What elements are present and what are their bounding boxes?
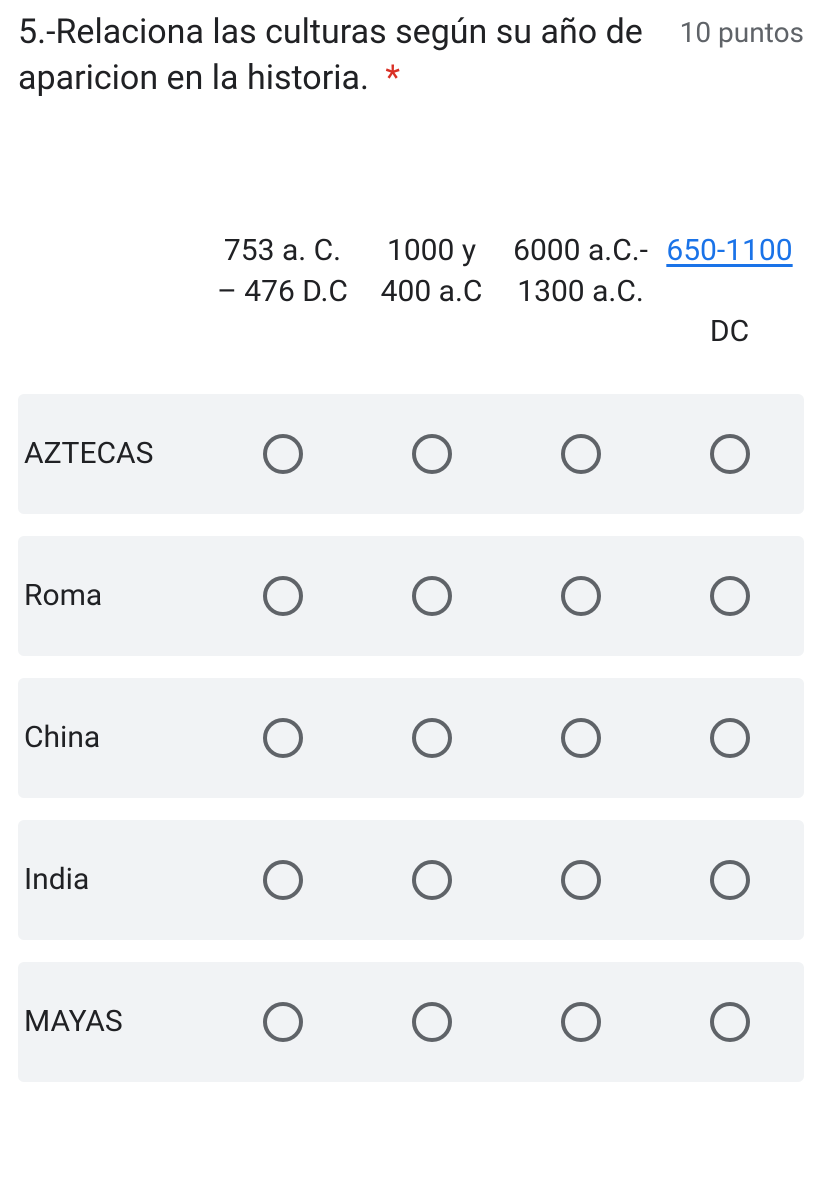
grid-row: India [18,820,804,940]
question-container: 5.-Relaciona las culturas según su año d… [0,0,822,1112]
radio-button[interactable] [412,718,452,758]
grid-header-row: 753 a. C. – 476 D.C 1000 y 400 a.C 6000 … [18,172,804,372]
radio-button[interactable] [710,718,750,758]
radio-button[interactable] [561,860,601,900]
radio-button[interactable] [710,1002,750,1042]
question-title: 5.-Relaciona las culturas según su año d… [18,10,666,102]
radio-button[interactable] [412,860,452,900]
radio-cell [357,1002,506,1042]
radio-button[interactable] [710,860,750,900]
radio-cell [357,434,506,474]
required-marker: * [385,58,400,98]
column-header-link-suffix: DC [710,312,749,353]
column-header: 753 a. C. – 476 D.C [208,227,357,316]
radio-cell [506,1002,655,1042]
radio-cell [506,860,655,900]
radio-button[interactable] [710,434,750,474]
radio-cell [208,860,357,900]
radio-button[interactable] [263,434,303,474]
radio-cell [208,434,357,474]
radio-cell [655,576,804,616]
grid-row: China [18,678,804,798]
question-title-text: 5.-Relaciona las culturas según su año d… [18,12,643,98]
radio-button[interactable] [561,434,601,474]
radio-button[interactable] [561,576,601,616]
radio-cell [208,1002,357,1042]
radio-grid: 753 a. C. – 476 D.C 1000 y 400 a.C 6000 … [18,172,804,1082]
radio-cell [357,718,506,758]
radio-cell [208,576,357,616]
column-header-link[interactable]: 650-1100 DC [655,187,804,357]
radio-cell [655,1002,804,1042]
radio-cell [655,718,804,758]
radio-cell [506,576,655,616]
radio-button[interactable] [561,718,601,758]
radio-button[interactable] [412,576,452,616]
column-header: 1000 y 400 a.C [357,227,506,316]
grid-row: Roma [18,536,804,656]
radio-button[interactable] [263,576,303,616]
radio-button[interactable] [412,1002,452,1042]
column-header: 6000 a.C.- 1300 a.C. [506,227,655,316]
radio-cell [506,718,655,758]
row-label: China [18,720,208,755]
radio-button[interactable] [561,1002,601,1042]
column-header-link-text: 650-1100 [666,233,792,268]
radio-cell [506,434,655,474]
radio-button[interactable] [710,576,750,616]
radio-cell [655,434,804,474]
grid-row: AZTECAS [18,394,804,514]
row-label: Roma [18,578,208,613]
points-label: 10 puntos [680,10,804,49]
radio-cell [357,576,506,616]
radio-button[interactable] [263,718,303,758]
radio-cell [208,718,357,758]
radio-button[interactable] [412,434,452,474]
row-label: AZTECAS [18,436,208,471]
radio-button[interactable] [263,1002,303,1042]
radio-cell [655,860,804,900]
radio-cell [357,860,506,900]
question-header: 5.-Relaciona las culturas según su año d… [18,10,804,102]
radio-button[interactable] [263,860,303,900]
grid-row: MAYAS [18,962,804,1082]
row-label: MAYAS [18,1004,208,1039]
row-label: India [18,862,208,897]
